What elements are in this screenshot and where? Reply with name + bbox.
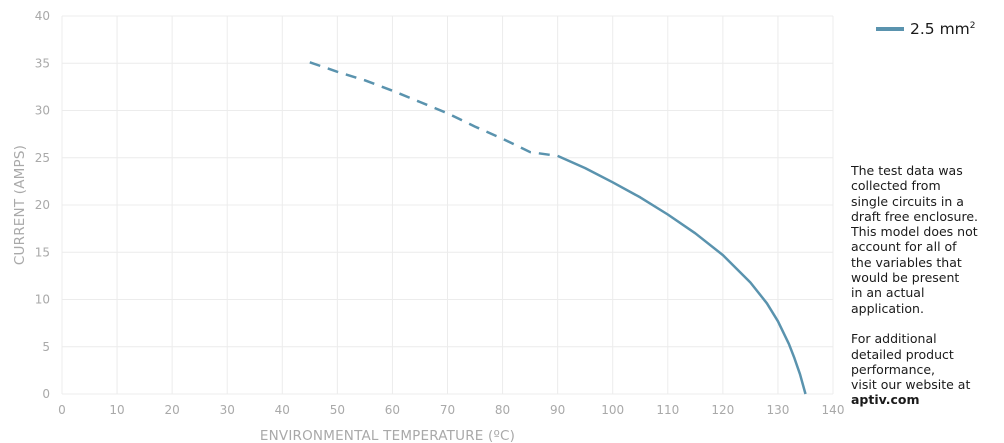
y-tick-label: 5 [42,340,50,354]
x-tick-label: 110 [656,403,679,417]
y-tick-label: 15 [35,245,50,259]
x-tick-label: 140 [822,403,845,417]
y-axis-title: CURRENT (AMPS) [12,145,28,265]
x-tick-label: 80 [495,403,510,417]
y-tick-label: 25 [35,151,50,165]
grid [61,15,834,395]
y-tick-labels: 0 5 10 15 20 25 30 35 40 [35,9,50,401]
y-tick-label: 30 [35,104,50,118]
x-tick-label: 100 [601,403,624,417]
x-tick-label: 30 [220,403,235,417]
legend-swatch [876,27,904,31]
x-tick-label: 130 [766,403,789,417]
x-tick-label: 20 [165,403,180,417]
x-tick-label: 10 [109,403,124,417]
x-tick-label: 120 [711,403,734,417]
website-link[interactable]: aptiv.com [851,392,920,408]
x-tick-label: 50 [330,403,345,417]
x-tick-labels: 0 10 20 30 40 50 60 70 80 90 100 110 120 130 140 [58,403,844,417]
y-tick-label: 20 [35,198,50,212]
series-layer [309,61,807,395]
legend-label-text: 2.5 mm [910,20,970,38]
y-tick-label: 40 [35,9,50,23]
y-tick-label: 10 [35,293,50,307]
x-tick-label: 90 [550,403,565,417]
y-tick-label: 0 [42,387,50,401]
x-tick-label: 40 [275,403,290,417]
legend: 2.5 mm2 [876,20,976,38]
series-line-solid [557,154,807,395]
x-tick-label: 70 [440,403,455,417]
legend-label: 2.5 mm2 [910,20,976,38]
y-tick-label: 35 [35,56,50,70]
note-text: The test data was collected from single … [851,163,978,393]
legend-label-superscript: 2 [969,21,976,31]
x-tick-label: 60 [385,403,400,417]
test-data-note: The test data was collected from single … [851,163,1004,408]
series-line-dashed [309,61,558,158]
x-axis-title: ENVIRONMENTAL TEMPERATURE (ºC) [260,428,515,443]
x-tick-label: 0 [58,403,66,417]
